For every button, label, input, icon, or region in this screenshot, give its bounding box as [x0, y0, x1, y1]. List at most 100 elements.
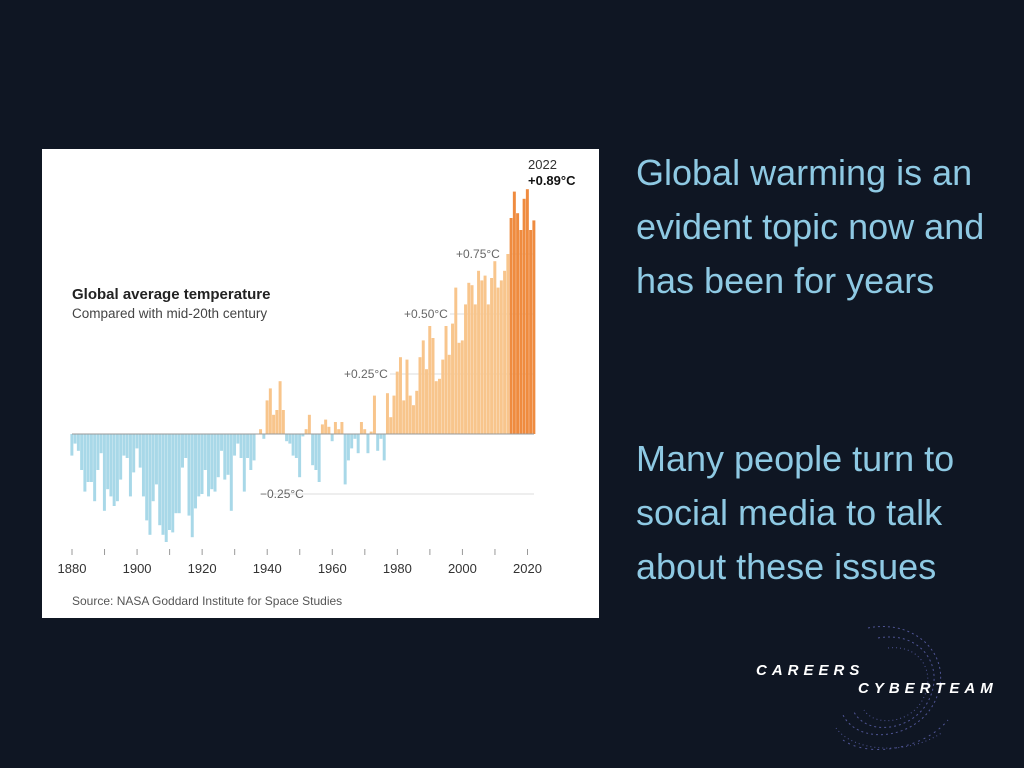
reference-line-label: −0.25°C: [260, 487, 304, 501]
temperature-bar: [333, 422, 337, 434]
logo-swirl-graphic: [835, 626, 949, 750]
temperature-bar: [177, 434, 181, 514]
temperature-bar: [340, 422, 344, 434]
temperature-bar: [181, 434, 184, 468]
reference-line-label: +0.25°C: [344, 367, 388, 381]
temperature-bar: [467, 282, 471, 434]
temperature-bar: [109, 434, 113, 497]
temperature-bar: [512, 191, 516, 434]
temperature-bar: [141, 434, 145, 497]
temperature-bar: [516, 213, 520, 434]
temperature-bar: [343, 434, 347, 485]
temperature-bar: [145, 434, 149, 521]
temperature-bar: [376, 434, 380, 451]
x-axis-tick-label: 1920: [188, 561, 217, 576]
temperature-bar: [213, 434, 217, 492]
temperature-bar: [259, 429, 263, 434]
temperature-bar: [434, 381, 438, 434]
temperature-bar: [252, 434, 256, 461]
x-axis-tick-label: 1940: [253, 561, 282, 576]
temperature-bar: [532, 220, 536, 434]
temperature-bar: [128, 434, 132, 497]
temperature-bar: [372, 395, 376, 434]
temperature-bar: [83, 434, 87, 492]
temperature-bar: [161, 434, 165, 535]
temperature-bar: [353, 434, 357, 439]
temperature-bar: [444, 326, 448, 434]
logo-cyberteam-text: CYBERTEAM: [858, 680, 998, 697]
temperature-bar: [480, 280, 484, 434]
latest-year-label: 2022: [528, 157, 557, 172]
temperature-bar: [464, 304, 468, 434]
temperature-bar: [216, 434, 220, 478]
temperature-bar: [359, 422, 363, 434]
temperature-bar: [477, 270, 481, 434]
temperature-bar: [210, 434, 214, 490]
temperature-bar: [311, 434, 315, 466]
temperature-bar: [99, 434, 103, 454]
temperature-bar: [346, 434, 350, 461]
slide-paragraph-2: Many people turn to social media to talk…: [636, 438, 955, 587]
temperature-bar: [187, 434, 191, 516]
careers-cyberteam-logo: CAREERS CYBERTEAM: [748, 620, 1018, 760]
temperature-bar: [281, 410, 285, 434]
temperature-bar: [304, 429, 308, 434]
temperature-bar: [490, 278, 494, 434]
temperature-bar: [473, 304, 477, 434]
temperature-bar: [275, 410, 279, 434]
temperature-bar: [86, 434, 90, 482]
temperature-bar: [96, 434, 100, 470]
x-axis-tick-label: 1880: [58, 561, 87, 576]
temperature-bar: [70, 434, 74, 456]
chart-title: Global average temperature: [72, 286, 270, 303]
temperature-bar: [262, 434, 266, 439]
temperature-bar: [174, 434, 178, 514]
temperature-bar: [522, 198, 526, 434]
temperature-bar: [298, 434, 302, 478]
temperature-bar: [223, 434, 227, 480]
temperature-bar: [441, 359, 445, 434]
temperature-bar: [171, 434, 175, 533]
logo-careers-text: CAREERS: [756, 662, 865, 679]
temperature-bar: [486, 304, 490, 434]
temperature-bar: [398, 357, 402, 434]
temperature-bar: [301, 434, 305, 437]
temperature-bar: [327, 426, 331, 434]
temperature-bar: [317, 434, 321, 482]
temperature-bar: [207, 434, 211, 497]
temperature-bar: [503, 270, 507, 434]
temperature-bar: [382, 434, 386, 461]
temperature-bar: [525, 189, 529, 434]
temperature-bar: [197, 434, 201, 497]
temperature-bar: [285, 434, 289, 442]
temperature-bar: [496, 287, 500, 434]
temperature-bar: [499, 280, 503, 434]
temperature-bar: [167, 434, 171, 530]
temperature-bar: [194, 434, 197, 509]
temperature-bar: [392, 395, 396, 434]
temperature-chart: +0.75°C +0.50°C +0.25°C −0.25°C 1880 1900 192…: [58, 157, 577, 608]
x-axis-tick-label: 1960: [318, 561, 347, 576]
latest-value-label: +0.89°C: [528, 173, 576, 188]
chart-source: Source: NASA Goddard Institute for Space…: [72, 594, 342, 608]
temperature-bar: [288, 434, 292, 444]
temperature-bar: [125, 434, 129, 458]
temperature-bar: [493, 261, 497, 434]
temperature-bar: [402, 400, 406, 434]
temperature-bar: [184, 434, 188, 458]
temperature-bar: [106, 434, 110, 490]
chart-panel: +0.75°C +0.50°C +0.25°C −0.25°C 1880 1900 192…: [42, 149, 599, 618]
temperature-bar: [242, 434, 246, 492]
x-axis-tick-label: 2000: [448, 561, 477, 576]
temperature-bar: [431, 338, 435, 434]
temperature-bar: [438, 378, 442, 434]
temperature-bar: [337, 429, 341, 434]
temperature-bar: [307, 414, 311, 434]
temperature-bar: [190, 434, 194, 538]
slide-paragraph-1: Global warming is an evident topic now a…: [636, 152, 985, 301]
temperature-bar: [203, 434, 207, 470]
temperature-bar: [268, 388, 272, 434]
temperature-bar: [265, 400, 269, 434]
temperature-bar: [236, 434, 240, 444]
temperature-bar: [366, 434, 370, 454]
